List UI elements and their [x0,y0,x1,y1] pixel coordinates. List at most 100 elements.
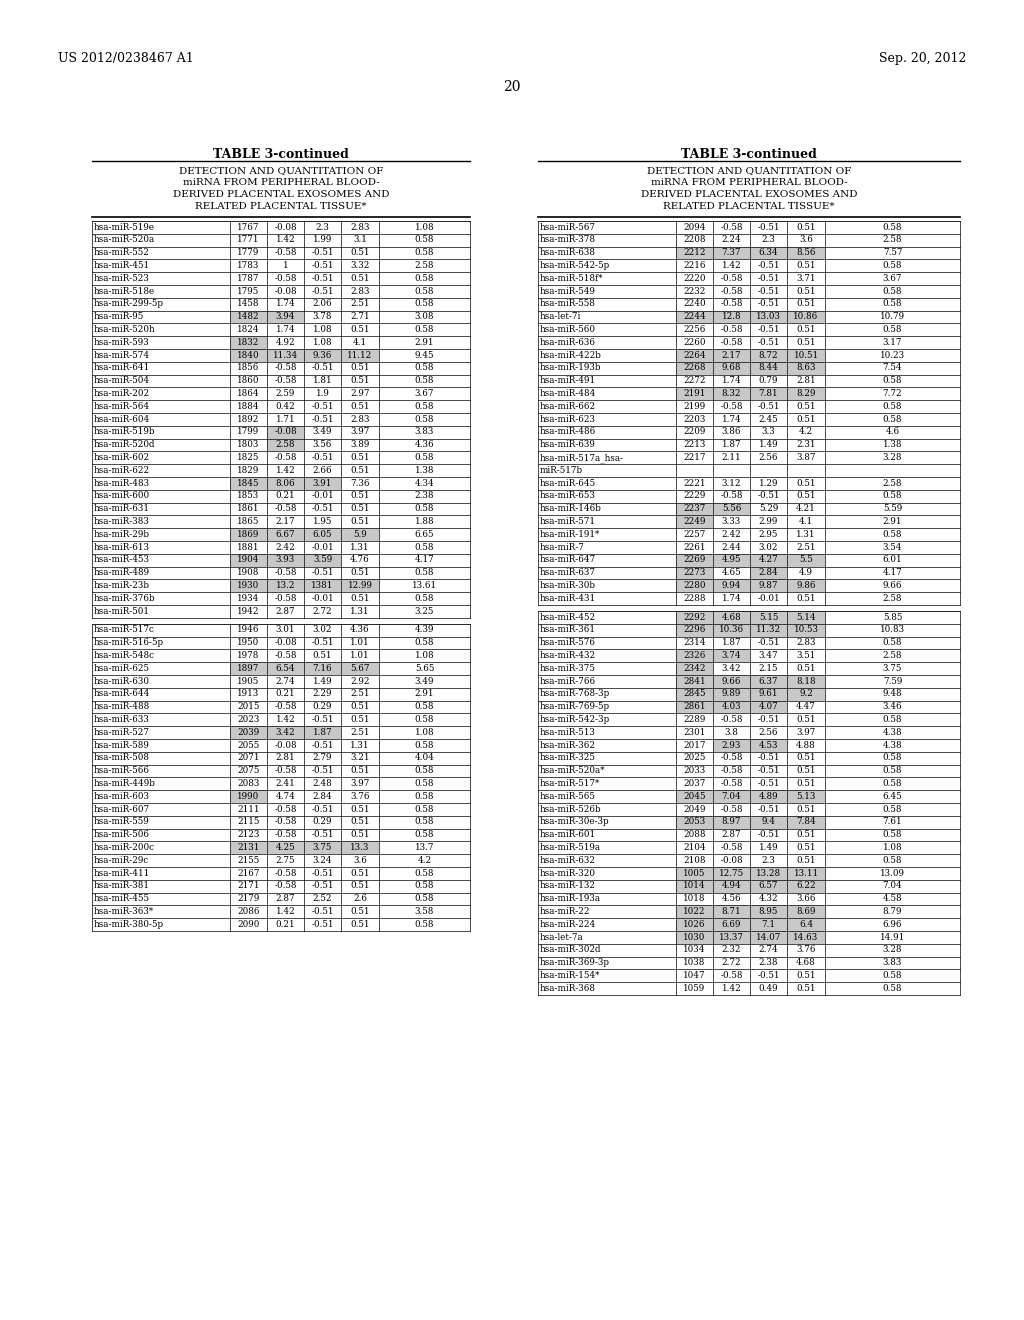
Text: 0.51: 0.51 [797,843,816,851]
Text: hsa-miR-641: hsa-miR-641 [94,363,151,372]
Text: 0.58: 0.58 [415,702,434,711]
Text: 2123: 2123 [238,830,260,840]
Text: 0.58: 0.58 [883,223,902,231]
Bar [713,739,750,752]
Text: 7.59: 7.59 [883,676,902,685]
Text: 3.83: 3.83 [415,428,434,437]
Text: 0.21: 0.21 [275,491,295,500]
Text: 3.71: 3.71 [797,273,816,282]
Text: 4.2: 4.2 [418,855,431,865]
Text: hsa-miR-299-5p: hsa-miR-299-5p [94,300,164,309]
Bar [341,528,379,541]
Text: 0.58: 0.58 [883,754,902,762]
Text: 5.29: 5.29 [759,504,778,513]
Bar [787,387,825,400]
Text: hsa-miR-603: hsa-miR-603 [94,792,150,801]
Bar [750,906,787,919]
Text: 2.38: 2.38 [759,958,778,968]
Text: 6.57: 6.57 [759,882,778,890]
Text: 1832: 1832 [238,338,260,347]
Text: 0.51: 0.51 [797,804,816,813]
Text: 5.65: 5.65 [415,664,434,673]
Bar [676,791,713,803]
Text: 0.51: 0.51 [797,223,816,231]
Text: 0.58: 0.58 [415,235,434,244]
Text: 0.51: 0.51 [350,869,370,878]
Bar [713,247,750,260]
Text: 1.42: 1.42 [275,907,295,916]
Text: 1.9: 1.9 [315,389,330,397]
Text: 2209: 2209 [683,428,706,437]
Text: 2326: 2326 [683,651,706,660]
Text: -0.58: -0.58 [274,453,297,462]
Text: hsa-miR-452: hsa-miR-452 [540,612,596,622]
Text: 2.91: 2.91 [415,689,434,698]
Text: hsa-miR-602: hsa-miR-602 [94,453,151,462]
Bar [713,310,750,323]
Text: -0.58: -0.58 [720,286,742,296]
Text: 0.58: 0.58 [415,792,434,801]
Text: 8.95: 8.95 [759,907,778,916]
Bar [713,919,750,931]
Text: 2037: 2037 [683,779,706,788]
Text: 9.66: 9.66 [722,676,741,685]
Text: 2.3: 2.3 [762,855,775,865]
Text: 2.72: 2.72 [312,606,333,615]
Bar [787,611,825,624]
Text: 0.58: 0.58 [883,261,902,269]
Text: hsa-miR-526b: hsa-miR-526b [540,804,602,813]
Text: hsa-miR-542-3p: hsa-miR-542-3p [540,715,610,723]
Text: 0.51: 0.51 [350,376,370,385]
Text: 4.21: 4.21 [796,504,816,513]
Bar [750,247,787,260]
Text: 5.14: 5.14 [797,612,816,622]
Text: 1.31: 1.31 [350,606,370,615]
Text: 1.42: 1.42 [722,983,741,993]
Bar [750,566,787,579]
Text: -0.58: -0.58 [274,273,297,282]
Text: 1.42: 1.42 [275,466,295,475]
Text: 2.83: 2.83 [350,223,370,231]
Text: 14.91: 14.91 [880,932,905,941]
Text: 2.6: 2.6 [353,894,367,903]
Text: 0.51: 0.51 [797,594,816,603]
Bar [341,348,379,362]
Text: -0.58: -0.58 [720,401,742,411]
Text: hsa-miR-380-5p: hsa-miR-380-5p [94,920,164,929]
Text: 13.09: 13.09 [880,869,905,878]
Text: hsa-miR-558: hsa-miR-558 [540,300,596,309]
Text: 1.81: 1.81 [312,376,333,385]
Text: hsa-miR-622: hsa-miR-622 [94,466,151,475]
Text: 2.75: 2.75 [275,855,295,865]
Text: -0.01: -0.01 [311,543,334,552]
Bar [230,554,267,566]
Text: 4.68: 4.68 [722,612,741,622]
Text: 2.11: 2.11 [722,453,741,462]
Bar [676,701,713,713]
Text: 2086: 2086 [238,907,260,916]
Text: 3.46: 3.46 [883,702,902,711]
Text: hsa-miR-193a: hsa-miR-193a [540,894,601,903]
Text: 2.87: 2.87 [722,830,741,840]
Bar [267,726,304,739]
Text: 0.21: 0.21 [275,920,295,929]
Text: 6.54: 6.54 [275,664,295,673]
Text: 2213: 2213 [683,440,706,449]
Bar [676,247,713,260]
Text: -0.58: -0.58 [274,376,297,385]
Bar [304,841,341,854]
Text: 1.74: 1.74 [275,300,295,309]
Text: hsa-miR-571: hsa-miR-571 [540,517,596,525]
Text: 1.49: 1.49 [759,440,778,449]
Bar [787,624,825,636]
Text: 4.38: 4.38 [883,741,902,750]
Text: 3.75: 3.75 [312,843,332,851]
Text: 8.63: 8.63 [797,363,816,372]
Text: -0.51: -0.51 [311,882,334,890]
Text: 0.58: 0.58 [415,638,434,647]
Text: 9.61: 9.61 [759,689,778,698]
Bar [676,611,713,624]
Text: 1381: 1381 [311,581,334,590]
Text: hsa-miR-548c: hsa-miR-548c [94,651,155,660]
Text: 1904: 1904 [238,556,260,565]
